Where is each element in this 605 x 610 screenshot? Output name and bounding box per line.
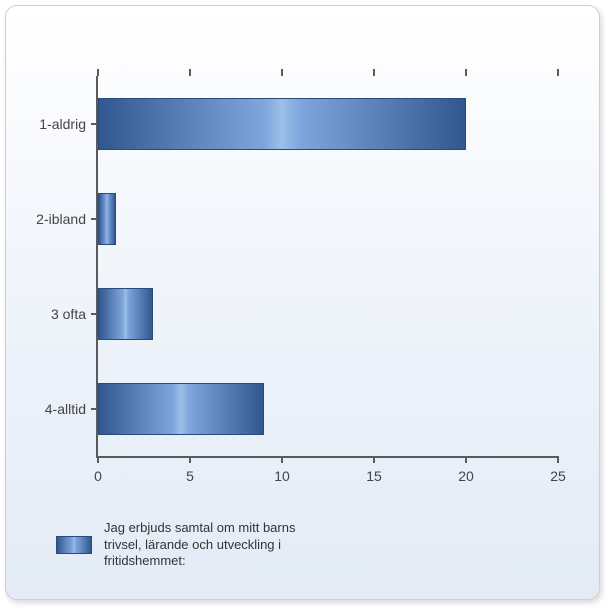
x-tick-bottom — [97, 456, 99, 463]
x-tick-top — [281, 69, 283, 76]
x-tick-bottom — [373, 456, 375, 463]
bar-c2 — [98, 193, 116, 245]
y-tick-label: 4-alltid — [45, 401, 86, 417]
x-tick-top — [557, 69, 559, 76]
y-tick — [91, 123, 98, 125]
bar-c1 — [98, 98, 466, 150]
legend-text: Jag erbjuds samtal om mitt barns trivsel… — [104, 520, 334, 569]
x-tick-bottom — [557, 456, 559, 463]
legend: Jag erbjuds samtal om mitt barns trivsel… — [56, 520, 334, 569]
x-tick-label: 15 — [366, 468, 382, 484]
chart-card: 05101520251-aldrig2-ibland3 ofta4-alltid… — [5, 5, 600, 600]
bar-c3 — [98, 288, 153, 340]
x-tick-bottom — [189, 456, 191, 463]
plot-area: 05101520251-aldrig2-ibland3 ofta4-alltid — [96, 76, 558, 458]
x-tick-label: 20 — [458, 468, 474, 484]
x-tick-top — [97, 69, 99, 76]
y-tick — [91, 408, 98, 410]
x-tick-bottom — [281, 456, 283, 463]
y-tick — [91, 218, 98, 220]
y-tick-label: 3 ofta — [51, 306, 86, 322]
x-tick-top — [189, 69, 191, 76]
x-tick-label: 0 — [94, 468, 102, 484]
x-tick-bottom — [465, 456, 467, 463]
y-tick-label: 1-aldrig — [39, 116, 86, 132]
bar-c4 — [98, 383, 264, 435]
x-tick-label: 10 — [274, 468, 290, 484]
y-tick — [91, 313, 98, 315]
y-tick-label: 2-ibland — [36, 211, 86, 227]
x-tick-label: 5 — [186, 468, 194, 484]
x-tick-label: 25 — [550, 468, 566, 484]
legend-swatch — [56, 536, 92, 554]
x-tick-top — [373, 69, 375, 76]
x-tick-top — [465, 69, 467, 76]
